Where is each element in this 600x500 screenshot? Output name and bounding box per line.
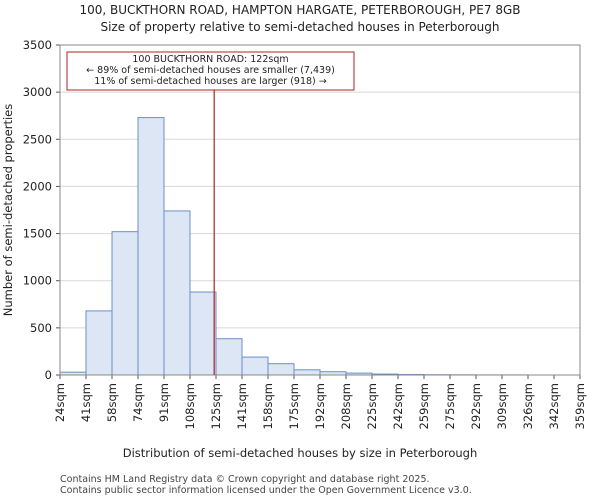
y-tick-label: 3500: [23, 38, 52, 52]
bar: [267, 363, 295, 376]
y-tick-label: 2000: [23, 179, 52, 193]
bar: [137, 117, 165, 376]
bar: [241, 356, 269, 376]
y-tick-label: 1000: [23, 274, 52, 288]
footer-licence: Contains public sector information licen…: [60, 485, 472, 496]
x-tick-label: 359sqm: [573, 383, 587, 429]
x-tick-label: 275sqm: [443, 383, 457, 429]
x-tick-label: 41sqm: [79, 383, 93, 422]
x-tick-label: 74sqm: [131, 383, 145, 422]
x-tick-label: 309sqm: [495, 383, 509, 429]
y-tick-label: 500: [30, 321, 52, 335]
bar: [293, 369, 321, 376]
x-tick-label: 342sqm: [547, 383, 561, 429]
annotation-box: 100 BUCKTHORN ROAD: 122sqm ← 89% of semi…: [66, 51, 355, 91]
chart-subtitle: Size of property relative to semi-detach…: [100, 20, 500, 34]
x-tick-label: 259sqm: [417, 383, 431, 429]
x-tick-label: 175sqm: [287, 383, 301, 429]
annotation-line-3: 11% of semi-detached houses are larger (…: [94, 76, 327, 87]
bar: [163, 210, 191, 376]
y-axis-ticks: 0 500 1000 1500 2000 2500 3000 3500: [23, 38, 60, 382]
x-tick-label: 58sqm: [105, 383, 119, 422]
x-tick-label: 158sqm: [261, 383, 275, 429]
y-tick-label: 1500: [23, 227, 52, 241]
x-tick-label: 24sqm: [53, 383, 67, 422]
bar: [215, 338, 243, 376]
x-axis-ticks: 24sqm 41sqm 58sqm 74sqm 91sqm 108sqm 125sqm 141…: [53, 375, 587, 429]
bar: [111, 231, 139, 376]
y-tick-label: 3000: [23, 85, 52, 99]
chart-title: 100, BUCKTHORN ROAD, HAMPTON HARGATE, PE…: [79, 3, 521, 17]
x-tick-label: 192sqm: [313, 383, 327, 429]
y-tick-label: 2500: [23, 132, 52, 146]
x-tick-label: 242sqm: [391, 383, 405, 429]
x-tick-label: 108sqm: [183, 383, 197, 429]
x-tick-label: 225sqm: [365, 383, 379, 429]
x-tick-label: 91sqm: [157, 383, 171, 422]
annotation-line-2: ← 89% of semi-detached houses are smalle…: [86, 65, 335, 76]
x-tick-label: 326sqm: [521, 383, 535, 429]
annotation-line-1: 100 BUCKTHORN ROAD: 122sqm: [132, 54, 288, 65]
x-tick-label: 292sqm: [469, 383, 483, 429]
footer-copyright: Contains HM Land Registry data © Crown c…: [60, 474, 430, 485]
x-tick-label: 208sqm: [339, 383, 353, 429]
y-tick-label: 0: [45, 368, 52, 382]
x-tick-label: 125sqm: [209, 383, 223, 429]
bars: [59, 117, 529, 376]
x-tick-label: 141sqm: [235, 383, 249, 429]
y-axis-label: Number of semi-detached properties: [1, 104, 15, 316]
bar: [189, 291, 217, 376]
plot-frame: [59, 44, 581, 376]
bar: [85, 310, 113, 376]
annotation-frame: [66, 51, 355, 91]
x-axis-label: Distribution of semi-detached houses by …: [123, 446, 478, 460]
